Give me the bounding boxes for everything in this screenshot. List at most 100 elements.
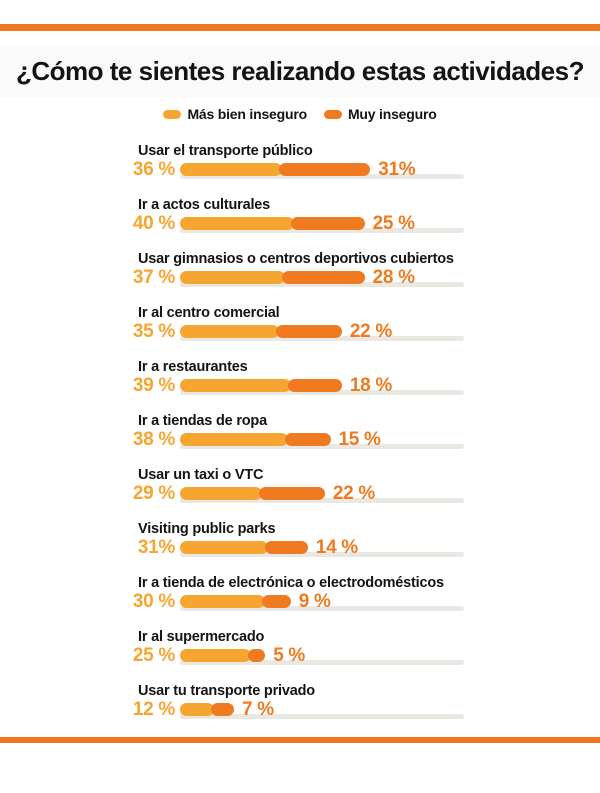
bar-group: 28 % xyxy=(180,267,464,288)
bar-group: 15 % xyxy=(180,429,464,450)
legend-item-muy-inseguro: Muy inseguro xyxy=(323,106,437,122)
bar-line: 40 % 25 % xyxy=(0,213,600,234)
value-label-dark: 28 % xyxy=(372,266,415,288)
bar-group: 25 % xyxy=(180,213,464,234)
bar-mas-bien-inseguro xyxy=(180,703,215,716)
bar-chart: Usar el transporte público 36 % 31% Ir a ac… xyxy=(0,143,600,720)
chart-row: Usar un taxi o VTC 29 % 22 % xyxy=(0,467,600,504)
category-label: Ir al supermercado xyxy=(138,629,265,645)
bar-mas-bien-inseguro xyxy=(180,649,251,662)
value-label-light: 38 % xyxy=(132,428,175,450)
bar-group: 22 % xyxy=(180,483,464,504)
bar-track xyxy=(180,714,464,719)
bar-line: 39 % 18 % xyxy=(0,375,600,396)
legend-label: Más bien inseguro xyxy=(187,106,307,122)
value-label-dark: 7 % xyxy=(241,698,274,720)
legend-label: Muy inseguro xyxy=(347,106,437,122)
bar-mas-bien-inseguro xyxy=(180,433,288,446)
bar-muy-inseguro xyxy=(290,217,365,230)
category-label: Ir a tienda de electrónica o electrodomé… xyxy=(138,575,444,591)
chart-row: Usar gimnasios o centros deportivos cubi… xyxy=(0,251,600,288)
bar-muy-inseguro xyxy=(279,163,371,176)
bar-track xyxy=(180,228,464,233)
category-label: Usar tu transporte privado xyxy=(138,683,315,699)
chart-row: Ir a tiendas de ropa 38 % 15 % xyxy=(0,413,600,450)
value-label-dark: 25 % xyxy=(372,212,415,234)
category-label: Usar gimnasios o centros deportivos cubi… xyxy=(138,251,454,267)
value-label-light: 39 % xyxy=(132,374,175,396)
bar-line: 29 % 22 % xyxy=(0,483,600,504)
page-title: ¿Cómo te sientes realizando estas activi… xyxy=(0,45,600,97)
value-label-light: 40 % xyxy=(132,212,175,234)
bar-muy-inseguro xyxy=(211,703,234,716)
bar-mas-bien-inseguro xyxy=(180,163,283,176)
bar-muy-inseguro xyxy=(259,487,325,500)
category-label: Usar el transporte público xyxy=(138,143,313,159)
bar-line: 35 % 22 % xyxy=(0,321,600,342)
category-label: Usar un taxi o VTC xyxy=(138,467,264,483)
value-label-light: 29 % xyxy=(132,482,175,504)
category-label: Ir al centro comercial xyxy=(138,305,280,321)
bar-track xyxy=(180,552,464,557)
bar-muy-inseguro xyxy=(276,325,342,338)
value-label-dark: 9 % xyxy=(298,590,331,612)
bar-group: 9 % xyxy=(180,591,464,612)
bar-line: 37 % 28 % xyxy=(0,267,600,288)
value-label-dark: 5 % xyxy=(273,644,306,666)
bar-muy-inseguro xyxy=(284,433,331,446)
value-label-light: 30 % xyxy=(132,590,175,612)
bar-group: 31% xyxy=(180,159,464,180)
chart-row: Ir a restaurantes 39 % 18 % xyxy=(0,359,600,396)
bar-mas-bien-inseguro xyxy=(180,379,291,392)
value-label-light: 25 % xyxy=(132,644,175,666)
chart-row: Ir a actos culturales 40 % 25 % xyxy=(0,197,600,234)
bar-track xyxy=(180,282,464,287)
bar-mas-bien-inseguro xyxy=(180,541,269,554)
chart-row: Usar el transporte público 36 % 31% xyxy=(0,143,600,180)
bar-track xyxy=(180,444,464,449)
category-label: Ir a tiendas de ropa xyxy=(138,413,267,429)
bar-muy-inseguro xyxy=(282,271,365,284)
value-label-dark: 22 % xyxy=(349,320,392,342)
bar-track xyxy=(180,498,464,503)
value-label-light: 31% xyxy=(137,536,175,558)
value-label-light: 36 % xyxy=(132,158,175,180)
value-label-dark: 18 % xyxy=(349,374,392,396)
bar-line: 36 % 31% xyxy=(0,159,600,180)
bar-track xyxy=(180,606,464,611)
top-rule xyxy=(0,24,600,31)
value-label-dark: 22 % xyxy=(332,482,375,504)
bar-muy-inseguro xyxy=(248,649,266,662)
chart-row: Ir al centro comercial 35 % 22 % xyxy=(0,305,600,342)
bar-muy-inseguro xyxy=(287,379,342,392)
legend-item-mas-bien-inseguro: Más bien inseguro xyxy=(163,106,307,122)
value-label-dark: 15 % xyxy=(338,428,381,450)
value-label-light: 12 % xyxy=(132,698,175,720)
legend-swatch-dark-icon xyxy=(323,109,342,119)
value-label-dark: 14 % xyxy=(315,536,358,558)
bar-line: 25 % 5 % xyxy=(0,645,600,666)
bar-track xyxy=(180,390,464,395)
bar-group: 7 % xyxy=(180,699,464,720)
category-label: Visiting public parks xyxy=(138,521,276,537)
legend-swatch-light-icon xyxy=(163,109,182,119)
value-label-light: 37 % xyxy=(132,266,175,288)
bar-track xyxy=(180,174,464,179)
category-label: Ir a restaurantes xyxy=(138,359,248,375)
bar-group: 22 % xyxy=(180,321,464,342)
bar-group: 14 % xyxy=(180,537,464,558)
bar-mas-bien-inseguro xyxy=(180,595,266,608)
bar-muy-inseguro xyxy=(265,541,308,554)
chart-row: Visiting public parks 31% 14 % xyxy=(0,521,600,558)
bar-mas-bien-inseguro xyxy=(180,325,280,338)
bar-group: 5 % xyxy=(180,645,464,666)
bottom-rule xyxy=(0,737,600,743)
value-label-light: 35 % xyxy=(132,320,175,342)
bar-mas-bien-inseguro xyxy=(180,487,263,500)
bar-mas-bien-inseguro xyxy=(180,217,294,230)
bar-track xyxy=(180,660,464,665)
chart-row: Usar tu transporte privado 12 % 7 % xyxy=(0,683,600,720)
chart-row: Ir al supermercado 25 % 5 % xyxy=(0,629,600,666)
bar-track xyxy=(180,336,464,341)
bar-muy-inseguro xyxy=(262,595,291,608)
